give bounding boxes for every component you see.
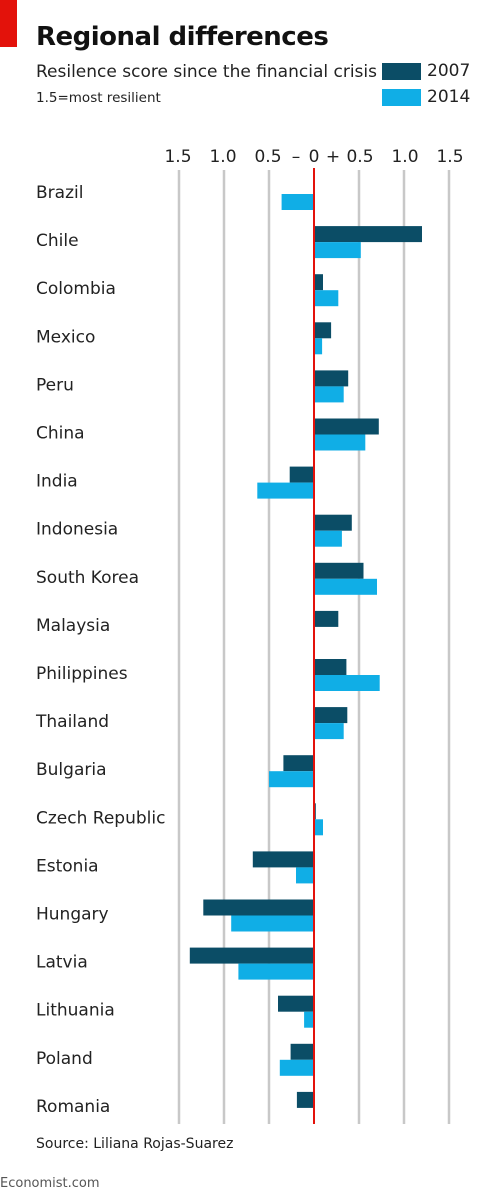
category-label: Poland [36, 1049, 93, 1069]
category-label: India [36, 472, 78, 492]
category-label: China [36, 424, 85, 444]
bar-2007 [314, 707, 348, 724]
bar-2007 [278, 995, 314, 1012]
bar-2007 [289, 466, 314, 483]
bar-2014 [231, 915, 314, 932]
axis-tick-label: 1.0 [209, 147, 236, 167]
bar-2007 [314, 562, 364, 579]
axis-tick-label: 1.5 [436, 147, 463, 167]
axis-tick-label: – [292, 147, 301, 167]
bar-2007 [189, 947, 314, 964]
bar-2014 [257, 482, 314, 499]
category-label: Brazil [36, 183, 83, 203]
brand-accent-tab [0, 0, 17, 47]
category-label: Romania [36, 1097, 110, 1117]
bar-2014 [304, 1011, 314, 1028]
chart-note: 1.5=most resilient [36, 90, 161, 106]
legend-label-2007: 2007 [427, 61, 471, 81]
category-label: Estonia [36, 856, 99, 876]
bar-2014 [314, 530, 342, 547]
bar-2014 [279, 1059, 314, 1076]
category-label: Chile [36, 231, 79, 251]
bar-2007 [283, 755, 314, 772]
bar-2014 [314, 723, 344, 740]
category-label: Mexico [36, 327, 95, 347]
category-label: Hungary [36, 905, 109, 925]
category-label: Colombia [36, 279, 116, 299]
brand-label: Economist.com [0, 1176, 100, 1191]
bar-2014 [314, 819, 323, 836]
axis-tick-label: 0.5 [254, 147, 281, 167]
bar-2014 [314, 578, 377, 595]
source-note: Source: Liliana Rojas-Suarez [36, 1136, 234, 1152]
bar-chart: 1.5 1.0 0.5–0 +0.5 1.0 1.5BrazilChileColombia… [35, 147, 464, 1124]
category-label: Czech Republic [36, 808, 165, 828]
legend-label-2014: 2014 [427, 87, 471, 107]
category-label: Peru [36, 375, 74, 395]
bar-2014 [296, 867, 314, 884]
category-label: Malaysia [36, 616, 110, 636]
bar-2007 [314, 610, 339, 627]
legend-swatch-2014 [382, 88, 421, 106]
legend-swatch-2007 [382, 62, 421, 80]
axis-tick-label: 1.0 [391, 147, 418, 167]
bar-2014 [314, 386, 344, 403]
bar-2007 [290, 1043, 314, 1060]
bar-2014 [314, 434, 366, 451]
category-label: Thailand [35, 712, 109, 732]
category-label: Indonesia [36, 520, 118, 540]
category-label: Lithuania [36, 1001, 115, 1021]
category-label: Bulgaria [36, 760, 107, 780]
category-label: Philippines [36, 664, 128, 684]
axis-tick-label: 0.5 [346, 147, 373, 167]
legend-item-2014: 2014 [382, 86, 470, 108]
bar-2007 [252, 851, 314, 868]
bar-2007 [314, 226, 422, 243]
bar-2014 [238, 963, 314, 980]
axis-tick-label: 1.5 [164, 147, 191, 167]
chart-title: Regional differences [36, 22, 329, 52]
bar-2007 [314, 274, 323, 291]
bar-2014 [269, 771, 314, 788]
bar-2014 [314, 290, 339, 307]
category-label: South Korea [36, 568, 139, 588]
legend-item-2007: 2007 [382, 60, 470, 82]
bar-2014 [314, 675, 380, 691]
bar-2007 [203, 899, 314, 916]
bar-2007 [314, 418, 379, 435]
category-label: Latvia [36, 953, 88, 973]
bar-2007 [314, 659, 347, 675]
bar-2007 [314, 322, 332, 339]
bar-2014 [314, 242, 361, 259]
bar-2007 [296, 1091, 314, 1108]
bar-2014 [314, 338, 323, 355]
axis-tick-label: 0 [309, 147, 320, 167]
bar-2014 [281, 194, 314, 210]
chart-subtitle: Resilence score since the financial cris… [36, 62, 377, 82]
bar-2007 [314, 514, 352, 531]
bar-2007 [314, 370, 349, 387]
axis-tick-label: + [326, 147, 340, 167]
